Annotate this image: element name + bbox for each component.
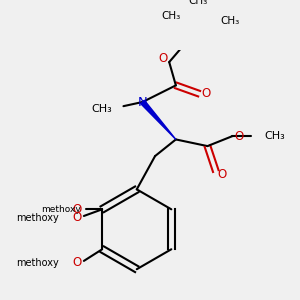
Text: CH₃: CH₃ [161, 11, 181, 21]
Text: CH₃: CH₃ [189, 0, 208, 6]
Text: methoxy: methoxy [16, 213, 59, 223]
Text: O: O [73, 211, 82, 224]
Text: CH₃: CH₃ [221, 16, 240, 26]
Text: CH₃: CH₃ [264, 131, 285, 141]
Text: O: O [218, 168, 227, 181]
Text: O: O [158, 52, 167, 65]
Polygon shape [141, 100, 176, 140]
Text: O: O [73, 203, 82, 216]
Text: methoxy: methoxy [41, 205, 80, 214]
Text: O: O [235, 130, 244, 142]
Text: methoxy: methoxy [16, 258, 59, 268]
Text: O: O [201, 87, 210, 100]
Text: O: O [73, 256, 82, 269]
Text: CH₃: CH₃ [91, 104, 112, 114]
Text: N: N [138, 95, 148, 109]
